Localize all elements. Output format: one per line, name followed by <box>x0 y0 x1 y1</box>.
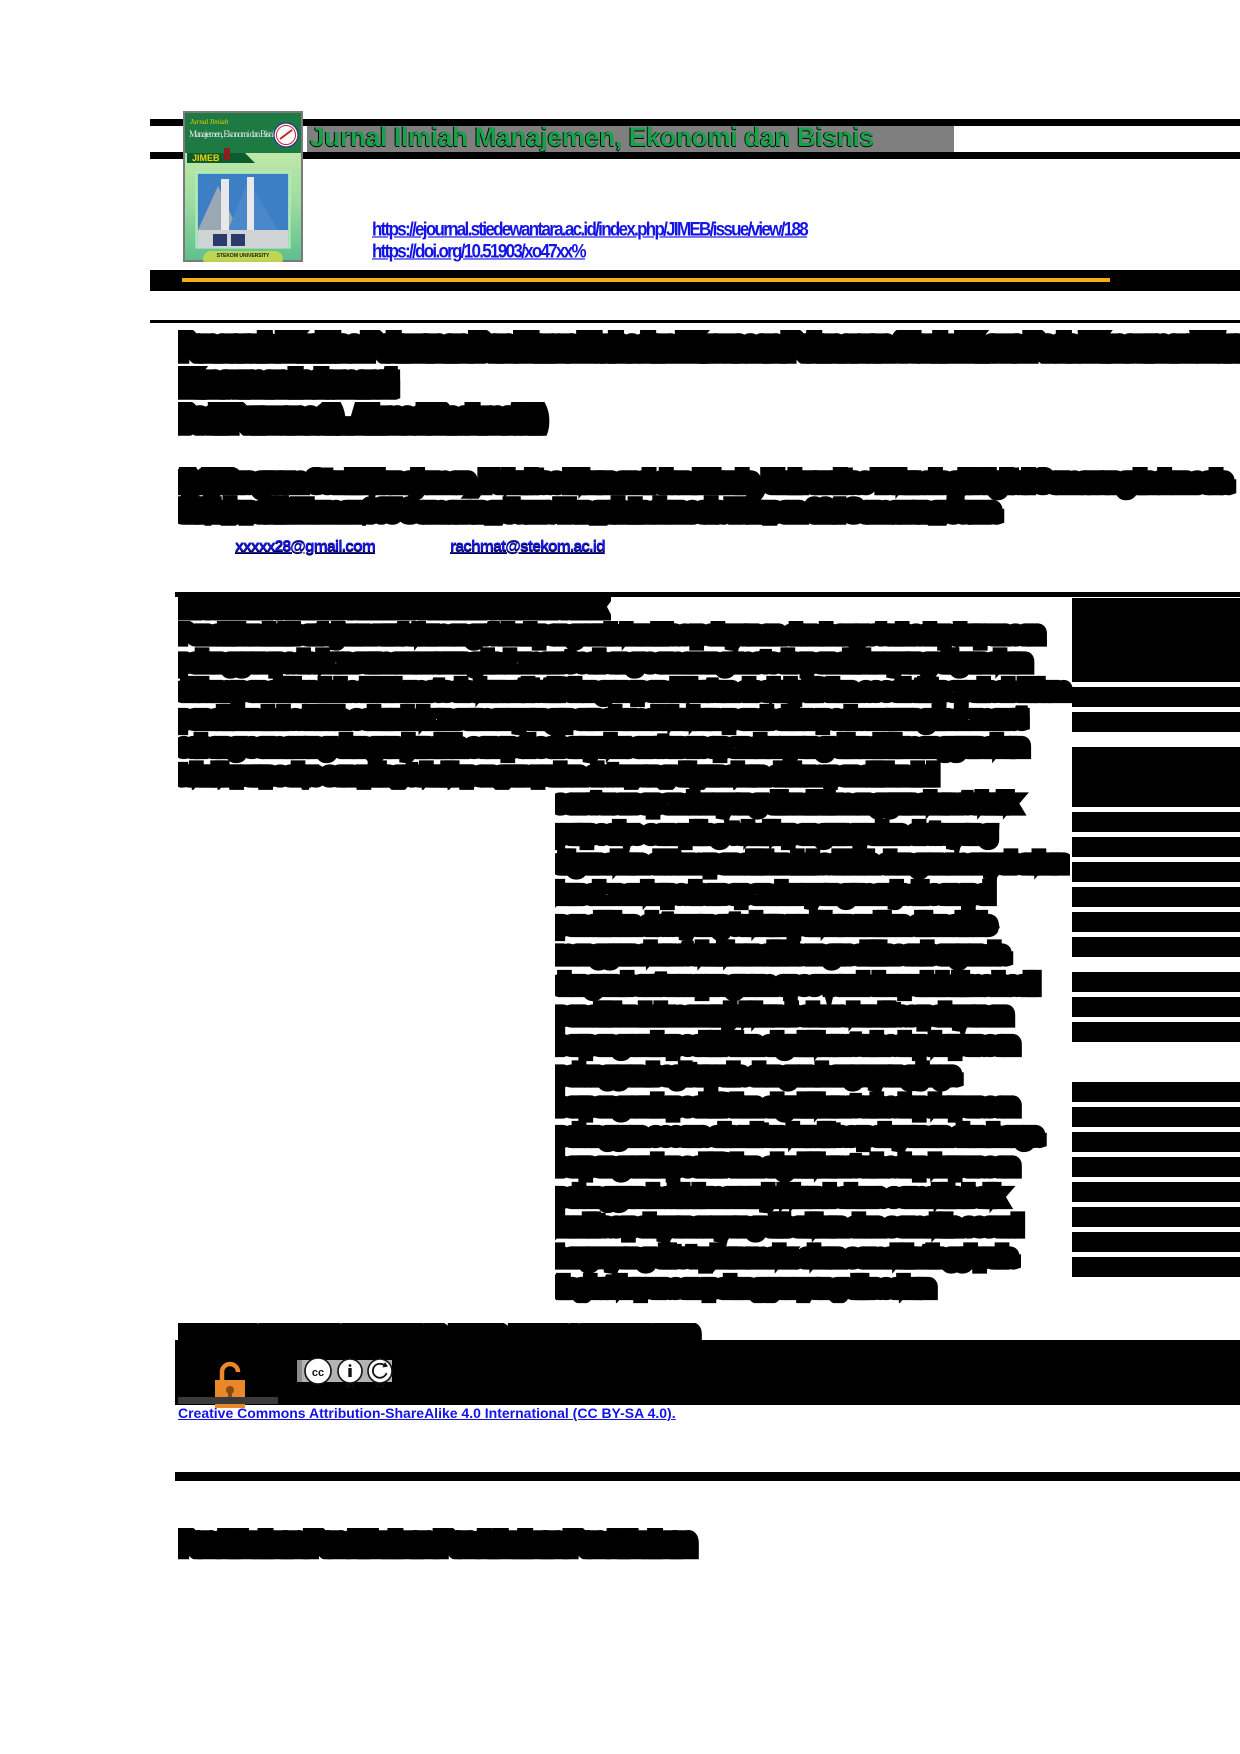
svg-text:Jurnal Ilmiah: Jurnal Ilmiah <box>190 118 229 126</box>
svg-text:JIMEB: JIMEB <box>192 153 220 163</box>
svg-text:SA: SA <box>375 1383 385 1390</box>
svg-text:BY: BY <box>345 1383 355 1390</box>
svg-text:Manajemen, Ekonomi dan Bisnis: Manajemen, Ekonomi dan Bisnis <box>189 129 277 139</box>
svg-text:STEKOM UNIVERSITY: STEKOM UNIVERSITY <box>217 253 270 259</box>
svg-text:cc: cc <box>312 1367 324 1379</box>
